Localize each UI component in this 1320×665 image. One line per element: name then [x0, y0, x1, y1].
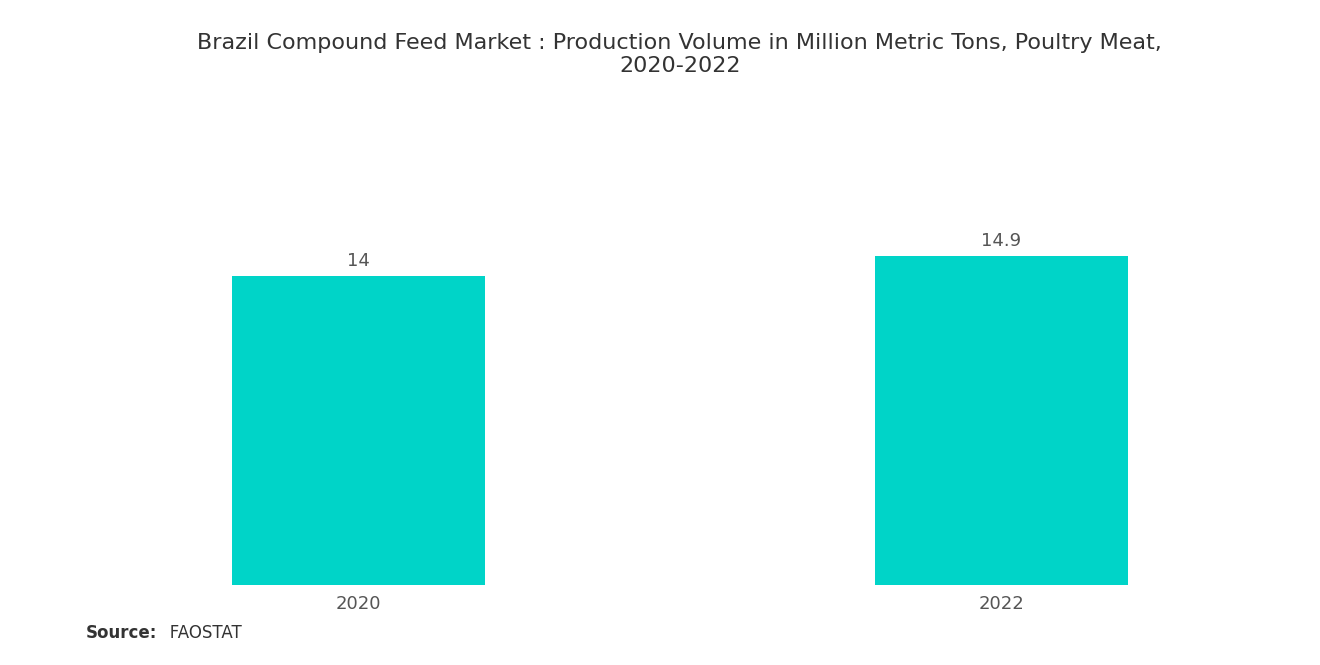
Text: 14.9: 14.9 [981, 232, 1022, 250]
Bar [875, 257, 1127, 585]
Title: Brazil Compound Feed Market : Production Volume in Million Metric Tons, Poultry : Brazil Compound Feed Market : Production… [198, 33, 1162, 76]
Text: FAOSTAT: FAOSTAT [154, 624, 242, 642]
Text: Source:: Source: [86, 624, 157, 642]
Bar [232, 276, 484, 585]
Text: 14: 14 [347, 251, 370, 270]
